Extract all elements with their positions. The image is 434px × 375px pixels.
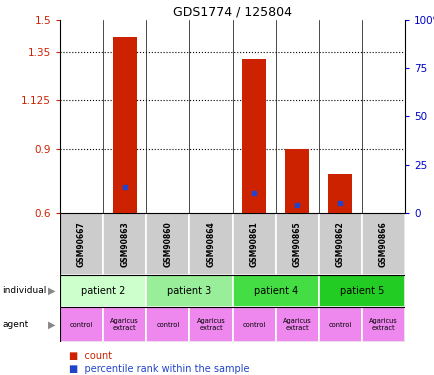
Text: patient 3: patient 3	[167, 286, 211, 296]
Text: control: control	[328, 322, 351, 328]
Text: Agaricus
extract: Agaricus extract	[282, 318, 311, 331]
Bar	[103, 307, 146, 342]
Text: ■  count: ■ count	[69, 351, 112, 360]
Bar	[275, 307, 318, 342]
Text: GSM90667: GSM90667	[77, 221, 86, 267]
Bar	[60, 307, 103, 342]
Bar	[318, 213, 361, 275]
Text: control: control	[156, 322, 179, 328]
Bar	[146, 307, 189, 342]
Text: ■  percentile rank within the sample: ■ percentile rank within the sample	[69, 364, 249, 374]
Bar	[60, 213, 103, 275]
Bar	[361, 213, 404, 275]
Title: GDS1774 / 125804: GDS1774 / 125804	[173, 6, 291, 19]
Text: ▶: ▶	[47, 286, 55, 296]
Bar	[60, 275, 146, 307]
Bar	[285, 148, 308, 213]
Bar	[361, 307, 404, 342]
Text: GSM90865: GSM90865	[292, 221, 301, 267]
Text: patient 2: patient 2	[81, 286, 125, 296]
Bar	[232, 307, 275, 342]
Bar	[189, 213, 232, 275]
Bar	[275, 213, 318, 275]
Text: Agaricus
extract: Agaricus extract	[196, 318, 225, 331]
Text: GSM90863: GSM90863	[120, 221, 129, 267]
Bar	[146, 275, 232, 307]
Bar	[328, 174, 352, 213]
Bar	[189, 307, 232, 342]
Text: control: control	[70, 322, 93, 328]
Bar	[232, 275, 318, 307]
Text: agent: agent	[2, 320, 28, 329]
Bar	[112, 37, 136, 213]
Text: GSM90866: GSM90866	[378, 221, 387, 267]
Text: patient 4: patient 4	[253, 286, 297, 296]
Text: GSM90861: GSM90861	[249, 221, 258, 267]
Bar	[318, 307, 361, 342]
Text: GSM90862: GSM90862	[335, 221, 344, 267]
Bar	[232, 213, 275, 275]
Text: patient 5: patient 5	[339, 286, 383, 296]
Bar	[242, 58, 265, 213]
Text: control: control	[242, 322, 265, 328]
Text: individual: individual	[2, 286, 46, 296]
Bar	[146, 213, 189, 275]
Text: ▶: ▶	[47, 320, 55, 330]
Text: GSM90864: GSM90864	[206, 221, 215, 267]
Bar	[318, 275, 404, 307]
Text: Agaricus
extract: Agaricus extract	[110, 318, 139, 331]
Bar	[103, 213, 146, 275]
Text: GSM90860: GSM90860	[163, 221, 172, 267]
Text: Agaricus
extract: Agaricus extract	[368, 318, 397, 331]
